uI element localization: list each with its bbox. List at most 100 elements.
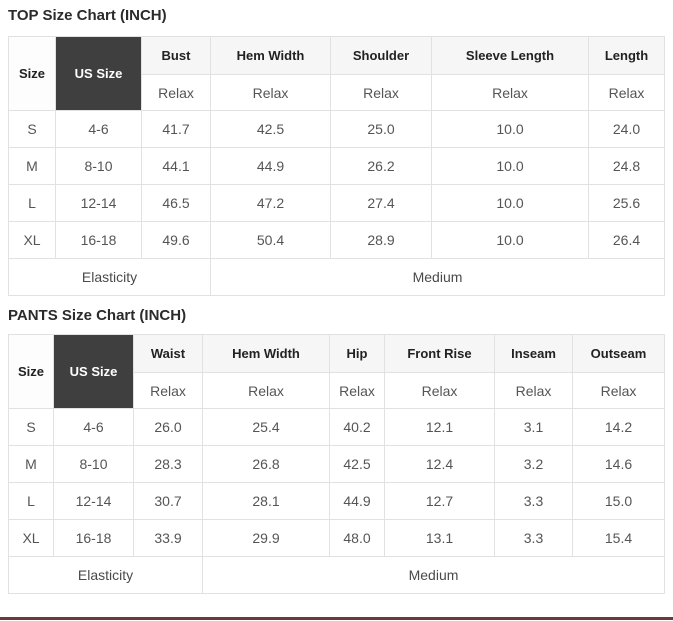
value-cell: 46.5 bbox=[141, 184, 211, 222]
value-cell: 15.4 bbox=[572, 519, 665, 557]
column-header-shoulder: Shoulder bbox=[330, 36, 432, 75]
us-size-column-header: US Size bbox=[53, 334, 134, 409]
value-cell: 24.8 bbox=[588, 147, 665, 185]
value-cell: 3.3 bbox=[494, 482, 573, 520]
column-header-hem-width: Hem Width bbox=[210, 36, 331, 75]
top-header-row: Size US Size Bust Hem Width Shoulder Sle… bbox=[8, 36, 665, 111]
column-header-bust: Bust bbox=[141, 36, 211, 75]
value-cell: 42.5 bbox=[210, 110, 331, 148]
value-cell: 10.0 bbox=[431, 110, 589, 148]
us-size-cell: 16-18 bbox=[53, 519, 134, 557]
table-row-s: S 4-6 41.7 42.5 25.0 10.0 24.0 bbox=[8, 110, 665, 148]
value-cell: 24.0 bbox=[588, 110, 665, 148]
size-cell: M bbox=[8, 445, 54, 483]
value-cell: 25.0 bbox=[330, 110, 432, 148]
value-cell: 25.4 bbox=[202, 408, 330, 446]
size-cell: L bbox=[8, 184, 56, 222]
value-cell: 27.4 bbox=[330, 184, 432, 222]
column-header-outseam: Outseam bbox=[572, 334, 665, 373]
fit-label-cell: Relax bbox=[210, 74, 331, 111]
value-cell: 26.2 bbox=[330, 147, 432, 185]
value-cell: 44.1 bbox=[141, 147, 211, 185]
value-cell: 41.7 bbox=[141, 110, 211, 148]
value-cell: 10.0 bbox=[431, 221, 589, 259]
us-size-cell: 12-14 bbox=[53, 482, 134, 520]
size-cell: XL bbox=[8, 221, 56, 259]
us-size-column-header: US Size bbox=[55, 36, 142, 111]
us-size-cell: 8-10 bbox=[53, 445, 134, 483]
top-elasticity-row: Elasticity Medium bbox=[8, 258, 665, 296]
pants-header-row: Size US Size Waist Hem Width Hip Front R… bbox=[8, 334, 665, 409]
column-header-inseam: Inseam bbox=[494, 334, 573, 373]
size-cell: XL bbox=[8, 519, 54, 557]
size-column-header: Size bbox=[8, 334, 54, 409]
us-size-cell: 8-10 bbox=[55, 147, 142, 185]
bottom-divider-rule bbox=[0, 617, 673, 620]
fit-label-cell: Relax bbox=[329, 372, 385, 409]
value-cell: 12.1 bbox=[384, 408, 495, 446]
size-cell: S bbox=[8, 408, 54, 446]
value-cell: 15.0 bbox=[572, 482, 665, 520]
value-cell: 30.7 bbox=[133, 482, 203, 520]
fit-label-cell: Relax bbox=[384, 372, 495, 409]
pants-size-table: Size US Size Waist Hem Width Hip Front R… bbox=[8, 334, 665, 594]
value-cell: 10.0 bbox=[431, 147, 589, 185]
fit-label-cell: Relax bbox=[588, 74, 665, 111]
value-cell: 40.2 bbox=[329, 408, 385, 446]
value-cell: 48.0 bbox=[329, 519, 385, 557]
value-cell: 28.1 bbox=[202, 482, 330, 520]
table-row-s: S 4-6 26.0 25.4 40.2 12.1 3.1 14.2 bbox=[8, 408, 665, 446]
value-cell: 26.8 bbox=[202, 445, 330, 483]
fit-label-cell: Relax bbox=[141, 74, 211, 111]
table-row-xl: XL 16-18 49.6 50.4 28.9 10.0 26.4 bbox=[8, 221, 665, 259]
value-cell: 3.1 bbox=[494, 408, 573, 446]
table-row-l: L 12-14 46.5 47.2 27.4 10.0 25.6 bbox=[8, 184, 665, 222]
fit-label-cell: Relax bbox=[431, 74, 589, 111]
size-cell: M bbox=[8, 147, 56, 185]
value-cell: 49.6 bbox=[141, 221, 211, 259]
top-chart-title: TOP Size Chart (INCH) bbox=[8, 7, 167, 24]
value-cell: 29.9 bbox=[202, 519, 330, 557]
us-size-cell: 16-18 bbox=[55, 221, 142, 259]
value-cell: 47.2 bbox=[210, 184, 331, 222]
elasticity-label-cell: Elasticity bbox=[8, 258, 211, 296]
us-size-cell: 12-14 bbox=[55, 184, 142, 222]
fit-label-cell: Relax bbox=[494, 372, 573, 409]
value-cell: 10.0 bbox=[431, 184, 589, 222]
fit-label-cell: Relax bbox=[133, 372, 203, 409]
value-cell: 50.4 bbox=[210, 221, 331, 259]
value-cell: 26.4 bbox=[588, 221, 665, 259]
table-row-m: M 8-10 44.1 44.9 26.2 10.0 24.8 bbox=[8, 147, 665, 185]
size-cell: S bbox=[8, 110, 56, 148]
value-cell: 14.2 bbox=[572, 408, 665, 446]
column-header-waist: Waist bbox=[133, 334, 203, 373]
size-column-header: Size bbox=[8, 36, 56, 111]
value-cell: 42.5 bbox=[329, 445, 385, 483]
size-cell: L bbox=[8, 482, 54, 520]
top-fit-row: Relax Relax Relax Relax Relax bbox=[9, 74, 665, 111]
fit-label-cell: Relax bbox=[572, 372, 665, 409]
value-cell: 13.1 bbox=[384, 519, 495, 557]
elasticity-value-cell: Medium bbox=[210, 258, 665, 296]
us-size-cell: 4-6 bbox=[53, 408, 134, 446]
size-charts-section: TOP Size Chart (INCH) Size US Size Bust … bbox=[8, 7, 665, 594]
value-cell: 33.9 bbox=[133, 519, 203, 557]
column-header-front-rise: Front Rise bbox=[384, 334, 495, 373]
elasticity-value-cell: Medium bbox=[202, 556, 665, 594]
column-header-hem-width: Hem Width bbox=[202, 334, 330, 373]
column-header-length: Length bbox=[588, 36, 665, 75]
value-cell: 28.3 bbox=[133, 445, 203, 483]
table-row-xl: XL 16-18 33.9 29.9 48.0 13.1 3.3 15.4 bbox=[8, 519, 665, 557]
pants-fit-row: Relax Relax Relax Relax Relax Relax bbox=[9, 372, 665, 409]
table-row-m: M 8-10 28.3 26.8 42.5 12.4 3.2 14.6 bbox=[8, 445, 665, 483]
value-cell: 44.9 bbox=[210, 147, 331, 185]
fit-label-cell: Relax bbox=[330, 74, 432, 111]
table-row-l: L 12-14 30.7 28.1 44.9 12.7 3.3 15.0 bbox=[8, 482, 665, 520]
elasticity-label-cell: Elasticity bbox=[8, 556, 203, 594]
value-cell: 3.2 bbox=[494, 445, 573, 483]
value-cell: 14.6 bbox=[572, 445, 665, 483]
value-cell: 12.4 bbox=[384, 445, 495, 483]
pants-elasticity-row: Elasticity Medium bbox=[8, 556, 665, 594]
value-cell: 44.9 bbox=[329, 482, 385, 520]
value-cell: 26.0 bbox=[133, 408, 203, 446]
